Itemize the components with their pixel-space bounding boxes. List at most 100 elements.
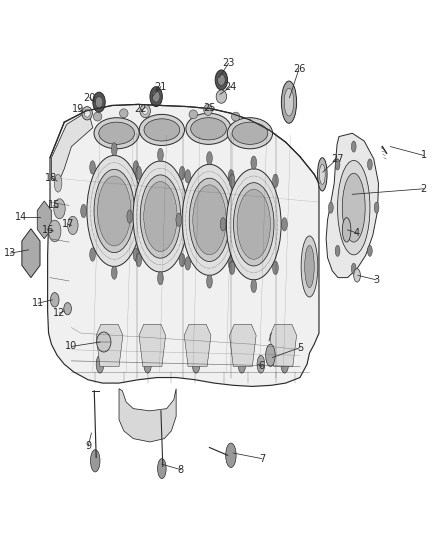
- Ellipse shape: [343, 217, 351, 242]
- Circle shape: [144, 356, 152, 373]
- Circle shape: [335, 159, 340, 170]
- Circle shape: [111, 266, 117, 279]
- Circle shape: [367, 159, 372, 170]
- Ellipse shape: [87, 156, 141, 266]
- Circle shape: [133, 248, 139, 261]
- Circle shape: [185, 257, 191, 270]
- Ellipse shape: [67, 216, 78, 235]
- Ellipse shape: [140, 104, 150, 118]
- Polygon shape: [139, 324, 166, 367]
- Text: 21: 21: [155, 82, 167, 92]
- Ellipse shape: [281, 81, 297, 123]
- Ellipse shape: [93, 112, 102, 121]
- Circle shape: [179, 254, 185, 267]
- Ellipse shape: [233, 183, 274, 266]
- Polygon shape: [270, 324, 297, 367]
- Ellipse shape: [64, 303, 71, 315]
- Circle shape: [237, 213, 243, 227]
- Text: 6: 6: [259, 361, 265, 372]
- Text: 24: 24: [225, 82, 237, 92]
- Ellipse shape: [189, 178, 230, 262]
- Ellipse shape: [139, 115, 184, 146]
- Circle shape: [185, 169, 191, 183]
- Polygon shape: [326, 133, 378, 278]
- Circle shape: [207, 151, 212, 165]
- Polygon shape: [48, 104, 319, 386]
- Ellipse shape: [94, 169, 134, 253]
- Circle shape: [351, 263, 356, 274]
- Ellipse shape: [49, 220, 61, 242]
- Circle shape: [266, 344, 275, 367]
- Ellipse shape: [50, 293, 59, 307]
- Ellipse shape: [144, 119, 180, 141]
- Text: 3: 3: [373, 275, 379, 285]
- Text: 9: 9: [85, 441, 91, 451]
- Ellipse shape: [97, 332, 111, 352]
- Ellipse shape: [191, 118, 226, 140]
- Circle shape: [229, 174, 235, 188]
- Circle shape: [328, 202, 333, 213]
- Ellipse shape: [142, 108, 148, 115]
- Circle shape: [133, 161, 139, 174]
- Ellipse shape: [133, 161, 188, 272]
- Ellipse shape: [343, 173, 365, 242]
- Text: 25: 25: [203, 103, 216, 112]
- Ellipse shape: [218, 75, 225, 85]
- Circle shape: [136, 254, 141, 267]
- Circle shape: [367, 245, 372, 256]
- Circle shape: [272, 261, 278, 274]
- Polygon shape: [22, 229, 40, 278]
- Ellipse shape: [232, 122, 268, 144]
- Text: 12: 12: [53, 308, 66, 318]
- Ellipse shape: [150, 86, 162, 107]
- Circle shape: [158, 271, 163, 285]
- Circle shape: [272, 174, 278, 188]
- Circle shape: [228, 169, 234, 183]
- Text: 16: 16: [42, 225, 54, 235]
- Ellipse shape: [301, 236, 318, 297]
- Circle shape: [179, 166, 185, 180]
- Circle shape: [257, 356, 265, 373]
- Text: 15: 15: [48, 200, 60, 211]
- Ellipse shape: [144, 182, 177, 252]
- Ellipse shape: [216, 90, 226, 103]
- Circle shape: [127, 210, 133, 223]
- Ellipse shape: [95, 96, 103, 108]
- Polygon shape: [184, 324, 211, 367]
- Circle shape: [81, 204, 86, 217]
- Ellipse shape: [152, 91, 160, 102]
- Circle shape: [251, 156, 257, 169]
- Circle shape: [90, 248, 95, 261]
- Ellipse shape: [227, 118, 272, 149]
- Text: 8: 8: [178, 465, 184, 475]
- Ellipse shape: [318, 158, 327, 191]
- Circle shape: [91, 450, 100, 472]
- Ellipse shape: [226, 169, 281, 280]
- Text: 20: 20: [83, 93, 95, 103]
- Ellipse shape: [93, 92, 105, 112]
- Ellipse shape: [54, 199, 65, 219]
- Ellipse shape: [189, 110, 198, 119]
- Text: 27: 27: [331, 154, 343, 164]
- Ellipse shape: [231, 112, 240, 121]
- Circle shape: [220, 217, 226, 231]
- Text: 2: 2: [420, 184, 427, 194]
- Circle shape: [335, 245, 340, 256]
- Circle shape: [96, 356, 104, 373]
- Circle shape: [251, 279, 257, 293]
- Text: 1: 1: [420, 150, 427, 160]
- Text: 10: 10: [65, 342, 78, 351]
- Circle shape: [226, 443, 236, 467]
- Ellipse shape: [98, 176, 131, 246]
- Polygon shape: [51, 111, 93, 183]
- Ellipse shape: [140, 175, 180, 258]
- Ellipse shape: [284, 88, 294, 116]
- Text: 4: 4: [354, 228, 360, 238]
- Text: 14: 14: [15, 212, 28, 222]
- Text: 13: 13: [4, 248, 17, 258]
- Text: 7: 7: [259, 454, 265, 464]
- Circle shape: [188, 210, 194, 223]
- Circle shape: [136, 166, 141, 180]
- Circle shape: [282, 217, 287, 231]
- Polygon shape: [96, 324, 123, 367]
